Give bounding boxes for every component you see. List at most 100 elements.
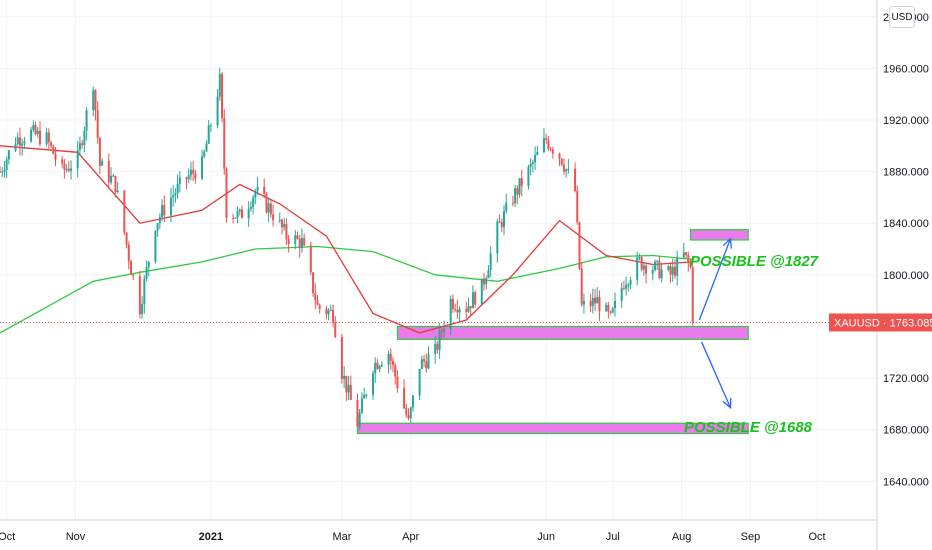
candle	[407, 408, 410, 421]
candle-body	[551, 149, 554, 154]
candle-body	[70, 168, 73, 171]
candle	[545, 133, 548, 144]
candle	[101, 158, 104, 166]
candle-body	[656, 260, 659, 262]
candle-body	[30, 129, 33, 142]
candle-body	[427, 354, 430, 369]
projection-arrow	[698, 238, 732, 321]
candle-body	[256, 186, 259, 192]
candle-body	[45, 132, 48, 145]
candle	[85, 107, 88, 141]
candle	[76, 140, 79, 178]
candle-body	[651, 270, 654, 274]
candle-body	[658, 260, 661, 279]
candle	[409, 406, 412, 423]
candle	[18, 127, 21, 156]
candle-body	[374, 362, 377, 374]
candle-body	[580, 268, 583, 305]
candle-body	[325, 308, 328, 315]
candle-body	[560, 158, 563, 165]
candle	[16, 132, 19, 146]
currency-button[interactable]: USD	[889, 6, 915, 28]
price-tag-label: XAUUSD · 1763.085	[834, 317, 932, 329]
candle-body	[1, 171, 4, 173]
candle-body	[116, 190, 119, 193]
candle-body	[578, 222, 581, 269]
candle-body	[627, 284, 630, 286]
candle	[158, 213, 161, 229]
x-tick-label: Oct	[0, 531, 15, 543]
candle-body	[465, 308, 468, 312]
candle-body	[303, 237, 306, 246]
candle-body	[438, 330, 441, 350]
candle	[591, 288, 594, 314]
candle-body	[358, 412, 361, 427]
candle	[312, 271, 315, 297]
candle	[300, 228, 303, 253]
candle-body	[21, 143, 24, 146]
candle-body	[201, 156, 204, 179]
candle	[327, 308, 330, 321]
candle-body	[396, 376, 399, 389]
candle	[500, 218, 503, 233]
candle-body	[158, 216, 161, 224]
candle-body	[176, 183, 179, 194]
candle-body	[203, 151, 206, 157]
candle-body	[511, 202, 514, 204]
candle	[542, 127, 545, 154]
candle	[334, 316, 337, 339]
candle-body	[185, 177, 188, 180]
zone-rect	[689, 229, 749, 241]
candle-body	[376, 362, 379, 369]
ma-fast-line	[0, 145, 693, 334]
x-tick-label: Nov	[66, 531, 86, 543]
candle-body	[332, 309, 335, 323]
candle	[438, 323, 441, 359]
candle-body	[582, 300, 585, 305]
candle-body	[327, 310, 330, 315]
candle-body	[676, 257, 679, 276]
candle-body	[531, 162, 534, 164]
candle-body	[372, 373, 375, 395]
candle-body	[5, 159, 8, 171]
candle	[78, 136, 81, 156]
candle-body	[496, 221, 499, 254]
candle	[469, 306, 472, 316]
candle-body	[456, 309, 459, 313]
candle	[645, 263, 648, 284]
candle	[627, 282, 630, 292]
candle-body	[425, 361, 428, 369]
candle	[36, 127, 39, 138]
candle-body	[673, 266, 676, 276]
candle-body	[471, 292, 474, 309]
candle-body	[110, 176, 113, 183]
candle	[358, 408, 361, 430]
candle-body	[343, 375, 346, 380]
candle-body	[454, 308, 457, 310]
candle	[549, 146, 552, 152]
candle	[34, 121, 37, 136]
candle-body	[545, 138, 548, 140]
candle	[682, 242, 685, 260]
candle	[651, 265, 654, 281]
candle	[187, 168, 190, 184]
candle-body	[96, 110, 99, 138]
candle-body	[50, 142, 53, 146]
candle	[518, 178, 521, 198]
candle	[83, 126, 86, 153]
candle	[14, 137, 17, 152]
candle-body	[101, 160, 104, 166]
candle	[141, 296, 144, 319]
candle	[489, 246, 492, 278]
candle-body	[403, 388, 406, 409]
x-tick-label: Apr	[402, 531, 419, 543]
candle-body	[449, 299, 452, 329]
candle-body	[318, 305, 321, 309]
candle-body	[380, 364, 383, 367]
candle	[98, 136, 101, 174]
candle-body	[629, 279, 632, 285]
candle-body	[300, 237, 303, 249]
y-tick-label: 1720.000	[883, 373, 929, 385]
candle	[343, 365, 346, 389]
